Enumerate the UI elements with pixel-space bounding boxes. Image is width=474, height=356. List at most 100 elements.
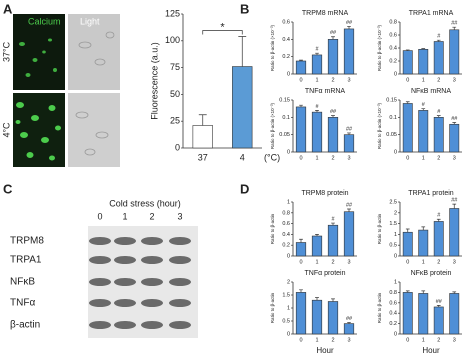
error-bar [347,132,351,135]
bar [311,299,323,335]
x-tick-label: 0 [299,155,302,161]
y-tick-label: 0.2 [389,58,397,64]
lane-label: 0 [97,211,102,221]
error-bar [452,291,457,294]
error-bar [436,218,441,222]
significance-mark: ## [346,316,353,322]
error-bar [315,52,319,55]
y-tick-label: 0.5 [389,243,397,249]
x-tick-label: 3 [453,155,456,161]
error-bar [421,226,426,231]
chart-title: TNFα protein [304,270,345,277]
chart-title: NFκB mRNA [411,88,451,95]
bar [311,54,323,75]
error-bar [238,36,247,67]
y-tick-label: 2.5 [389,199,397,205]
bar [418,229,429,257]
significance-mark: ## [346,202,353,208]
image-label: Light [80,16,100,26]
significance-mark: ## [346,20,353,26]
band [114,321,136,329]
x-tick-label: 0 [299,337,302,343]
y-tick-label: 1.5 [389,221,397,227]
y-axis-label: Fluorescence (a.u.) [149,42,159,120]
protein-label: TNFα [10,298,35,309]
x-tick-label: 3 [347,77,350,83]
error-bar [405,290,410,293]
error-bar [436,115,441,118]
x-axis-label: Hour [316,346,334,355]
calcium-image [13,14,65,90]
y-tick-label: 0 [287,71,290,77]
y-tick-label: 0.05 [386,132,397,138]
bar [327,301,339,335]
bar [418,293,429,335]
row-label: 4°C [1,122,11,138]
y-tick-label: 25 [170,116,180,126]
x-tick-label: 1 [422,155,425,161]
x-tick-label: 0 [299,259,302,265]
x-axis-label: Hour [422,346,440,355]
panel-letter: C [3,181,13,196]
significance-mark: ## [451,116,458,122]
significance-mark: # [315,104,319,110]
image-label: Calcium [28,16,61,26]
y-tick-label: 1 [394,279,397,285]
bar [418,110,429,153]
y-axis-label: Ratio to β-actin [270,213,275,244]
y-axis-label: Ratio to β-actin (×10⁻³) [377,102,382,149]
band [141,256,163,264]
protein-label: β-actin [10,320,40,331]
y-tick-label: 0 [394,253,397,259]
y-tick-label: 0.4 [282,232,290,238]
error-bar [405,49,410,51]
y-tick-label: 0.2 [282,54,290,60]
y-tick-label: 0 [175,142,180,152]
band [89,256,111,264]
bar [433,306,444,335]
chart-title: TNFα mRNA [305,88,346,95]
row-label: 37°C [1,41,11,62]
error-bar [331,115,335,118]
bar [449,208,460,257]
error-bar [347,321,351,324]
y-tick-label: 0.4 [389,45,397,51]
y-tick-label: 0 [287,149,290,155]
y-tick-label: 0.6 [282,19,290,25]
cell-outlines [75,31,115,156]
significance-mark: * [220,21,225,33]
x-tick-label: 3 [453,259,456,265]
band [114,278,136,286]
error-bar [331,222,335,226]
bar [402,231,413,257]
x-tick-label: 4 [240,152,245,162]
band [89,299,111,307]
error-bar [452,203,457,209]
chart-title: TRPM8 protein [301,190,348,197]
error-bar [436,39,441,42]
x-tick-label: 2 [437,77,440,83]
y-tick-label: 0.15 [279,97,290,103]
band [114,256,136,264]
error-bar [299,104,303,107]
y-tick-label: 0.6 [389,300,397,306]
band [169,237,191,245]
x-tick-label: 0 [406,77,409,83]
y-tick-label: 1.5 [282,292,290,298]
chart-title: TRPA1 mRNA [409,10,454,17]
chart-title: NFκB protein [411,270,452,277]
band [89,237,111,245]
x-tick-label: 3 [347,337,350,343]
cells [19,38,57,77]
error-bar [421,48,426,50]
cells [15,102,61,161]
error-bar [405,101,410,104]
error-bar [331,298,335,302]
y-tick-label: 0 [394,331,397,337]
x-tick-label: 2 [331,155,334,161]
y-tick-label: 0.1 [282,115,290,121]
x-tick-label: 3 [347,155,350,161]
bar [433,221,444,257]
error-bar [452,26,457,30]
y-tick-label: 0.6 [389,32,397,38]
